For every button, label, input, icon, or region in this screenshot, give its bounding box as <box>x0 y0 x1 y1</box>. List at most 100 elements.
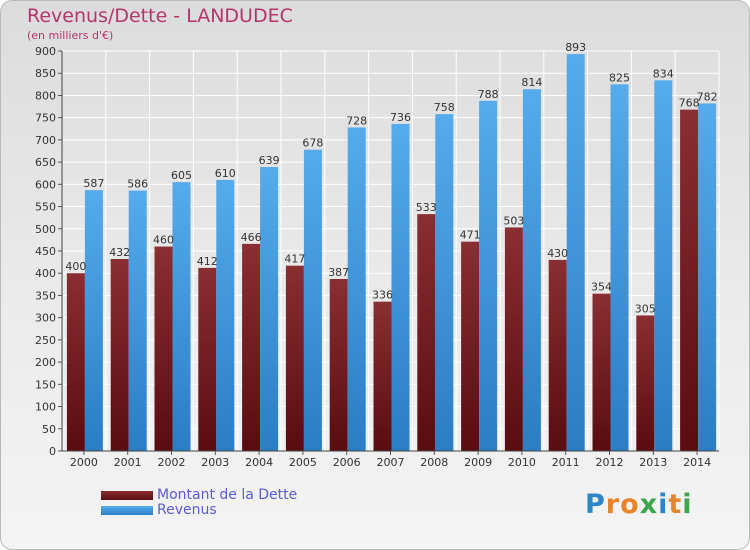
data-label-dette: 503 <box>503 214 524 227</box>
chart-title: Revenus/Dette - LANDUDEC <box>27 5 293 27</box>
bar-dette <box>504 227 523 451</box>
logo-letter: i <box>682 489 693 520</box>
bar-revenus <box>260 167 279 451</box>
y-tick-label: 650 <box>35 156 56 169</box>
bar-dette <box>461 241 480 451</box>
logo-letter: P <box>585 489 606 520</box>
data-label-dette: 305 <box>635 302 656 315</box>
bar-dette <box>285 265 304 451</box>
data-label-revenus: 834 <box>653 67 674 80</box>
bar-dette <box>198 267 217 451</box>
x-tick-label: 2001 <box>114 456 142 469</box>
proxiti-logo: Proxiti <box>585 489 693 520</box>
bar-revenus <box>128 190 147 452</box>
data-label-revenus: 893 <box>565 41 586 54</box>
y-tick-label: 250 <box>35 334 56 347</box>
data-label-revenus: 728 <box>346 114 367 127</box>
data-label-revenus: 825 <box>609 71 630 84</box>
x-tick-label: 2013 <box>639 456 667 469</box>
data-label-dette: 400 <box>65 260 86 273</box>
logo-letter: i <box>658 489 669 520</box>
data-label-dette: 354 <box>591 281 612 294</box>
legend-label-dette: Montant de la Dette <box>157 487 298 503</box>
y-tick-label: 750 <box>35 112 56 125</box>
bar-revenus <box>391 123 410 451</box>
data-label-revenus: 758 <box>434 101 455 114</box>
data-label-revenus: 782 <box>697 90 718 103</box>
y-tick-label: 350 <box>35 289 56 302</box>
bar-revenus <box>566 54 585 451</box>
bar-revenus <box>610 84 629 451</box>
bar-dette <box>548 259 567 451</box>
y-tick-label: 700 <box>35 134 56 147</box>
bar-dette <box>417 214 436 451</box>
x-tick-label: 2007 <box>377 456 405 469</box>
x-tick-label: 2009 <box>464 456 492 469</box>
bar-dette <box>242 243 261 451</box>
x-tick-label: 2012 <box>596 456 624 469</box>
y-tick-label: 400 <box>35 267 56 280</box>
y-tick-label: 850 <box>35 67 56 80</box>
chart-subtitle: (en milliers d'€) <box>27 29 114 42</box>
logo-letter: t <box>668 489 683 520</box>
data-label-dette: 430 <box>547 247 568 260</box>
logo-letter: o <box>620 489 640 520</box>
y-tick-label: 800 <box>35 89 56 102</box>
bar-dette <box>154 246 173 451</box>
data-label-dette: 460 <box>153 234 174 247</box>
legend-label-revenus: Revenus <box>157 502 217 518</box>
y-tick-label: 550 <box>35 201 56 214</box>
data-label-revenus: 610 <box>215 167 236 180</box>
bar-dette <box>329 279 348 451</box>
data-label-dette: 768 <box>679 97 700 110</box>
data-label-dette: 466 <box>241 231 262 244</box>
data-label-dette: 412 <box>197 255 218 268</box>
y-tick-label: 150 <box>35 378 56 391</box>
data-label-revenus: 678 <box>302 137 323 150</box>
x-tick-label: 2011 <box>552 456 580 469</box>
data-label-dette: 387 <box>328 266 349 279</box>
bar-revenus <box>216 179 235 451</box>
data-label-revenus: 814 <box>521 76 542 89</box>
bars <box>66 54 717 452</box>
data-label-revenus: 587 <box>83 177 104 190</box>
bar-revenus <box>172 182 191 451</box>
bar-dette <box>592 293 611 451</box>
bar-revenus <box>435 114 454 451</box>
bar-revenus <box>303 149 322 451</box>
bar-revenus <box>84 190 103 451</box>
bar-revenus <box>479 100 498 452</box>
bar-dette <box>66 273 85 451</box>
legend-swatch-dette <box>101 491 153 500</box>
bar-dette <box>680 109 699 452</box>
data-label-revenus: 639 <box>259 154 280 167</box>
data-label-dette: 533 <box>416 201 437 214</box>
x-tick-label: 2004 <box>245 456 273 469</box>
x-tick-label: 2006 <box>333 456 361 469</box>
y-tick-label: 450 <box>35 245 56 258</box>
data-label-dette: 432 <box>109 246 130 259</box>
y-tick-label: 100 <box>35 401 56 414</box>
y-tick-label: 200 <box>35 356 56 369</box>
y-tick-label: 50 <box>42 423 56 436</box>
x-tick-label: 2003 <box>201 456 229 469</box>
x-tick-label: 2014 <box>683 456 711 469</box>
bar-revenus <box>698 103 717 451</box>
logo-letter: r <box>605 489 621 520</box>
bar-revenus <box>522 89 541 451</box>
y-tick-label: 600 <box>35 178 56 191</box>
y-tick-label: 500 <box>35 223 56 236</box>
data-labels: 400 587 432 586 460 605 412 610 466 639 417 678 387 7… <box>65 41 717 315</box>
data-label-revenus: 788 <box>478 88 499 101</box>
data-label-revenus: 605 <box>171 169 192 182</box>
logo-letter: x <box>639 489 659 520</box>
data-label-dette: 417 <box>284 253 305 266</box>
data-label-revenus: 586 <box>127 178 148 191</box>
data-label-dette: 471 <box>460 229 481 242</box>
x-tick-label: 2010 <box>508 456 536 469</box>
x-tick-label: 2000 <box>70 456 98 469</box>
x-tick-label: 2002 <box>158 456 186 469</box>
bar-dette <box>373 301 392 451</box>
